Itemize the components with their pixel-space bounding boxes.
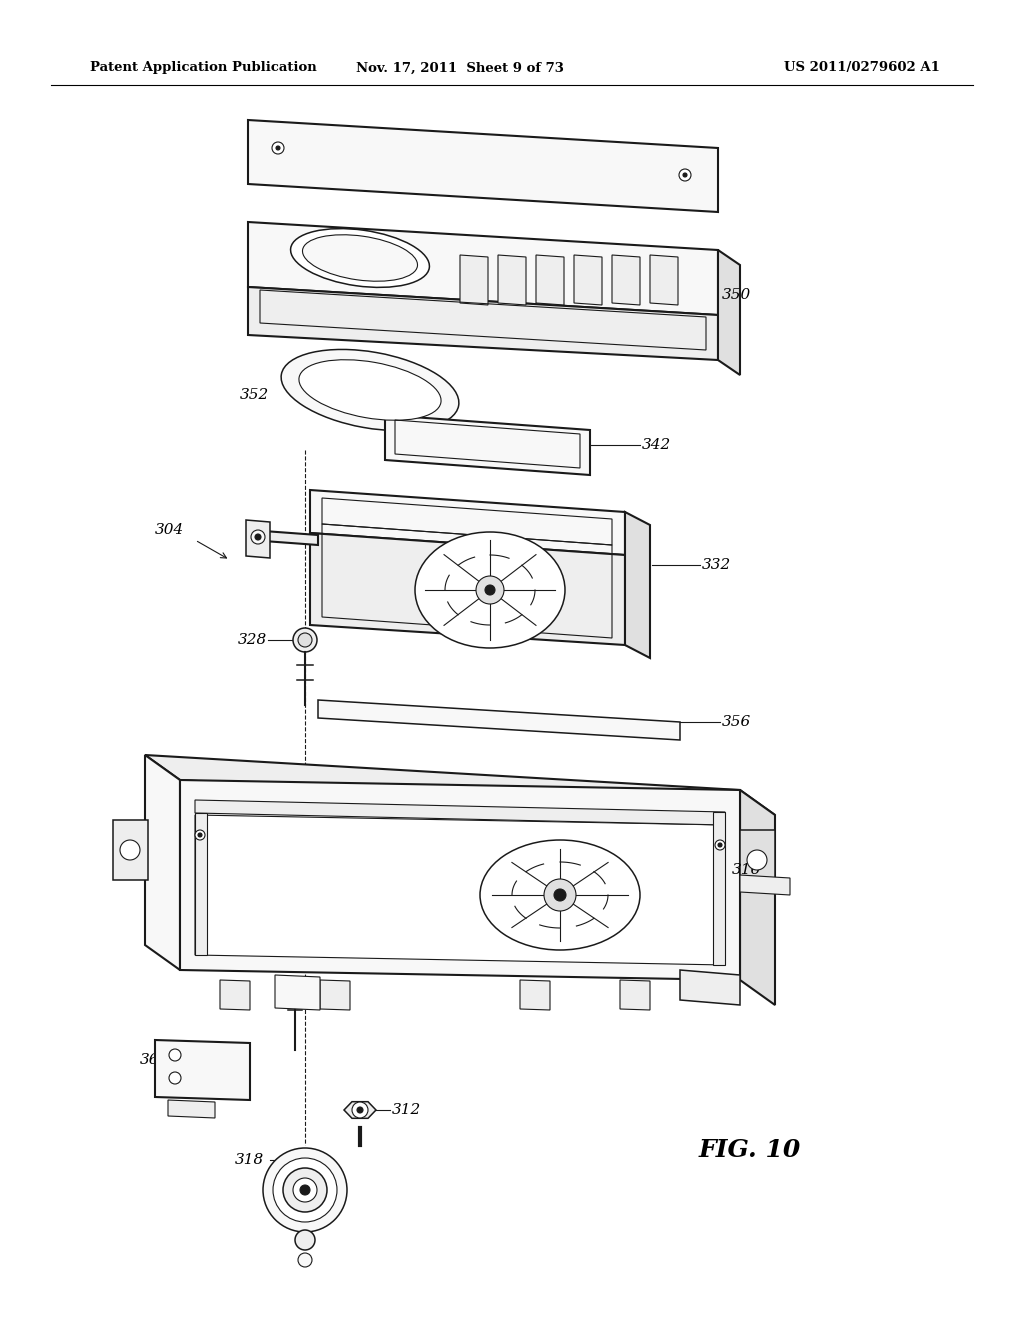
Polygon shape: [195, 800, 725, 825]
Circle shape: [195, 830, 205, 840]
Polygon shape: [180, 780, 740, 979]
Polygon shape: [250, 531, 318, 545]
Polygon shape: [385, 414, 590, 475]
Polygon shape: [248, 286, 718, 360]
Circle shape: [293, 1177, 317, 1203]
Circle shape: [272, 143, 284, 154]
Text: 356: 356: [722, 715, 752, 729]
Polygon shape: [625, 512, 650, 657]
Text: US 2011/0279602 A1: US 2011/0279602 A1: [784, 62, 940, 74]
Polygon shape: [718, 249, 740, 375]
Circle shape: [718, 843, 722, 847]
Text: 328: 328: [238, 634, 267, 647]
Text: 316: 316: [732, 863, 761, 876]
Circle shape: [169, 1072, 181, 1084]
Polygon shape: [248, 120, 718, 213]
Text: Patent Application Publication: Patent Application Publication: [90, 62, 316, 74]
Polygon shape: [740, 875, 790, 895]
Polygon shape: [168, 1100, 215, 1118]
Polygon shape: [536, 255, 564, 305]
Polygon shape: [740, 830, 775, 890]
Circle shape: [273, 1158, 337, 1222]
Polygon shape: [574, 255, 602, 305]
Polygon shape: [318, 700, 680, 741]
Polygon shape: [248, 222, 718, 315]
Ellipse shape: [415, 532, 565, 648]
Circle shape: [276, 147, 280, 150]
Polygon shape: [344, 1102, 376, 1118]
Circle shape: [485, 585, 495, 595]
Circle shape: [198, 833, 202, 837]
Circle shape: [295, 1230, 315, 1250]
Circle shape: [357, 1107, 362, 1113]
Circle shape: [283, 1168, 327, 1212]
Text: 352: 352: [240, 388, 269, 403]
Circle shape: [715, 840, 725, 850]
Ellipse shape: [282, 350, 459, 430]
Ellipse shape: [291, 228, 429, 288]
Circle shape: [300, 1185, 310, 1195]
Polygon shape: [319, 979, 350, 1010]
Circle shape: [169, 1049, 181, 1061]
Polygon shape: [145, 755, 775, 814]
Polygon shape: [650, 255, 678, 305]
Ellipse shape: [302, 235, 418, 281]
Polygon shape: [195, 814, 725, 965]
Polygon shape: [740, 789, 775, 1005]
Polygon shape: [680, 970, 740, 1005]
Circle shape: [298, 634, 312, 647]
Polygon shape: [310, 490, 625, 554]
Polygon shape: [195, 813, 207, 954]
Circle shape: [554, 888, 566, 902]
Polygon shape: [145, 755, 180, 970]
Circle shape: [298, 1253, 312, 1267]
Circle shape: [263, 1148, 347, 1232]
Polygon shape: [155, 1040, 250, 1100]
Text: 342: 342: [642, 438, 672, 451]
Ellipse shape: [480, 840, 640, 950]
Ellipse shape: [299, 360, 441, 420]
Text: 364: 364: [140, 1053, 169, 1067]
Circle shape: [251, 531, 265, 544]
Circle shape: [746, 850, 767, 870]
Text: 318: 318: [234, 1152, 264, 1167]
Polygon shape: [246, 520, 270, 558]
Polygon shape: [520, 979, 550, 1010]
Text: 304: 304: [155, 523, 184, 537]
Polygon shape: [113, 820, 148, 880]
Polygon shape: [220, 979, 250, 1010]
Polygon shape: [275, 975, 319, 1010]
Circle shape: [352, 1102, 368, 1118]
Polygon shape: [620, 979, 650, 1010]
Polygon shape: [310, 533, 625, 645]
Circle shape: [255, 535, 261, 540]
Polygon shape: [498, 255, 526, 305]
Circle shape: [120, 840, 140, 861]
Text: 312: 312: [392, 1104, 421, 1117]
Text: 350: 350: [722, 288, 752, 302]
Polygon shape: [713, 812, 725, 965]
Text: Nov. 17, 2011  Sheet 9 of 73: Nov. 17, 2011 Sheet 9 of 73: [356, 62, 564, 74]
Circle shape: [476, 576, 504, 605]
Text: 332: 332: [702, 558, 731, 572]
Circle shape: [544, 879, 575, 911]
Circle shape: [679, 169, 691, 181]
Polygon shape: [460, 255, 488, 305]
Text: FIG. 10: FIG. 10: [698, 1138, 801, 1162]
Circle shape: [293, 628, 317, 652]
Polygon shape: [612, 255, 640, 305]
Circle shape: [683, 173, 687, 177]
